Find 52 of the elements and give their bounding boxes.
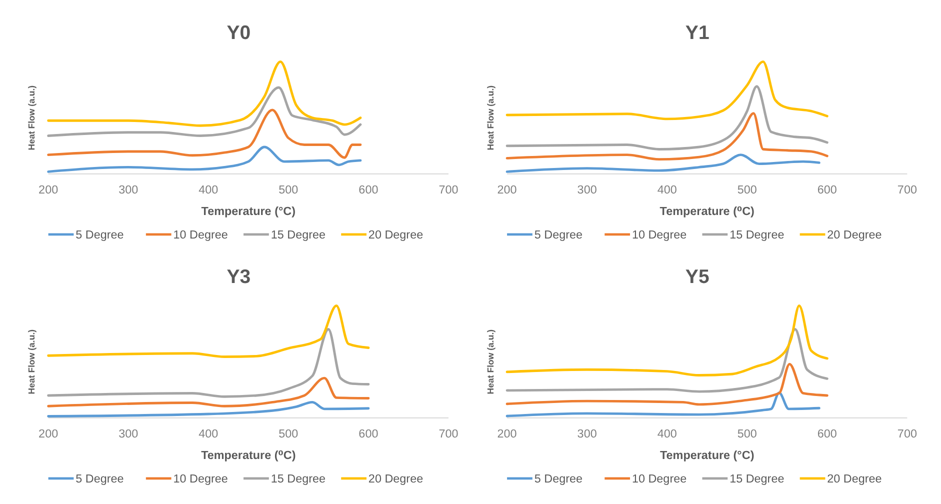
x-tick-label: 200 <box>38 427 59 440</box>
x-tick-label: 400 <box>657 427 678 440</box>
x-tick-label: 200 <box>497 183 518 196</box>
legend-label: 15 Degree <box>270 472 326 486</box>
x-tick-label: 400 <box>198 427 219 440</box>
x-tick-label: 300 <box>118 427 139 440</box>
legend-label: 15 Degree <box>730 472 784 486</box>
x-axis-title: Temperature (°C) <box>660 448 754 462</box>
chart-title: Y3 <box>226 266 251 288</box>
x-tick-label: 300 <box>118 183 139 196</box>
chart-title: Y0 <box>226 22 251 44</box>
x-tick-label: 400 <box>198 183 219 196</box>
chart-title: Y5 <box>685 266 710 288</box>
chart-title: Y1 <box>685 22 710 44</box>
y-axis-title: Heat Flow (a.u.) <box>26 329 37 394</box>
x-tick-label: 500 <box>278 183 299 196</box>
x-tick-label: 700 <box>897 427 918 440</box>
legend-label: 20 Degree <box>368 472 424 486</box>
x-tick-label: 300 <box>577 183 598 196</box>
legend-label: 5 Degree <box>76 472 124 486</box>
x-axis-title: Temperature (°C) <box>201 204 296 218</box>
x-tick-label: 200 <box>38 183 59 196</box>
x-tick-label: 700 <box>897 183 918 196</box>
x-tick-label: 700 <box>438 427 459 440</box>
x-axis-title: Temperature (⁰C) <box>660 204 755 218</box>
y-axis-title: Heat Flow (a.u.) <box>26 85 37 150</box>
x-tick-label: 500 <box>278 427 299 440</box>
x-tick-label: 700 <box>438 183 459 196</box>
x-tick-label: 200 <box>497 427 518 440</box>
legend-label: 20 Degree <box>827 228 882 242</box>
y-axis-title: Heat Flow (a.u.) <box>485 329 496 394</box>
legend-label: 15 Degree <box>730 228 784 242</box>
x-tick-label: 600 <box>817 427 838 440</box>
legend-label: 10 Degree <box>632 228 687 242</box>
x-tick-label: 500 <box>737 427 758 440</box>
x-tick-label: 500 <box>737 183 758 196</box>
x-tick-label: 600 <box>358 427 379 440</box>
legend-label: 5 Degree <box>76 228 124 242</box>
x-tick-label: 300 <box>577 427 598 440</box>
legend-label: 20 Degree <box>368 228 424 242</box>
legend-label: 5 Degree <box>534 472 583 486</box>
x-tick-label: 600 <box>817 183 838 196</box>
legend-label: 10 Degree <box>173 472 228 486</box>
legend-label: 10 Degree <box>632 472 687 486</box>
y-axis-title: Heat Flow (a.u.) <box>485 85 496 150</box>
legend-label: 20 Degree <box>827 472 882 486</box>
x-tick-label: 400 <box>657 183 678 196</box>
legend-label: 15 Degree <box>270 228 326 242</box>
x-tick-label: 600 <box>358 183 379 196</box>
legend-label: 10 Degree <box>173 228 228 242</box>
legend-label: 5 Degree <box>534 228 583 242</box>
x-axis-title: Temperature (⁰C) <box>201 448 296 462</box>
